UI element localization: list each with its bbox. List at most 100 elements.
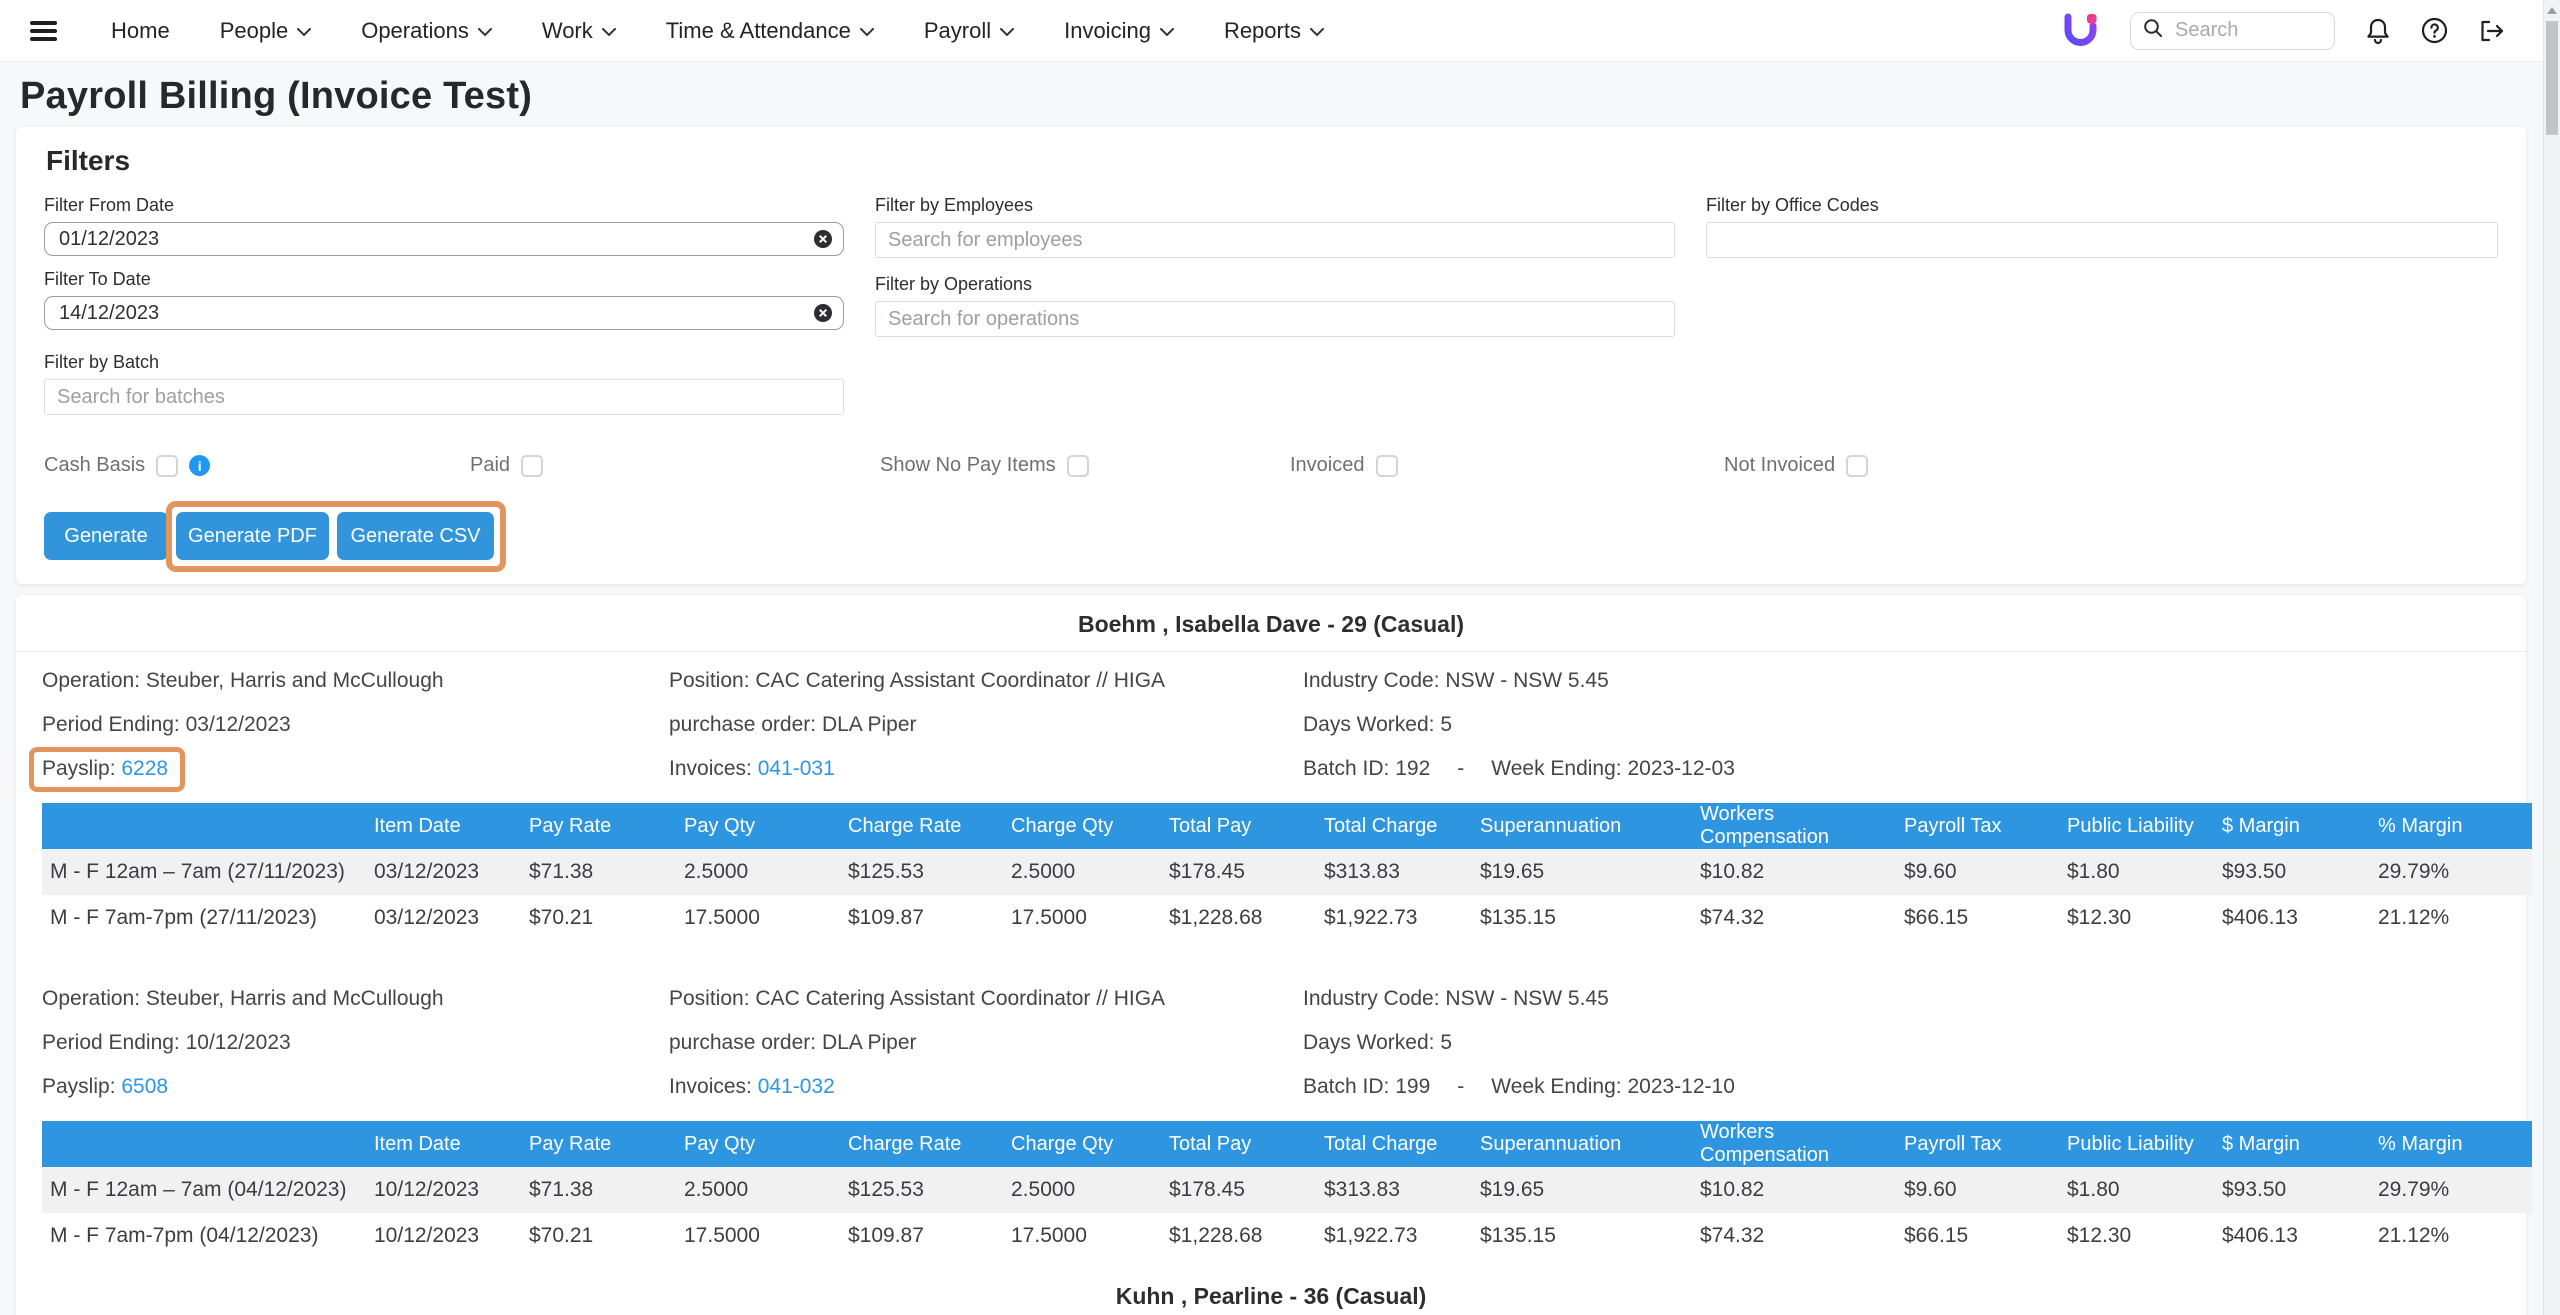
table-cell: $109.87 [848, 1224, 924, 1247]
table-cell: $135.15 [1480, 1224, 1556, 1247]
nav-label: People [219, 17, 289, 43]
hamburger-bar [30, 28, 57, 33]
nav-people[interactable]: People [220, 18, 312, 44]
detail-value: DLA Piper [821, 713, 917, 736]
office-codes-filter-label: Filter by Office Codes [1706, 195, 1879, 215]
column-header [42, 1121, 372, 1167]
invoice-link[interactable]: 041-031 [757, 757, 835, 780]
detail-value: NSW - NSW 5.45 [1445, 669, 1609, 692]
invoiced-option: Invoiced [1290, 454, 1398, 477]
nav-payroll[interactable]: Payroll [924, 18, 1015, 44]
help-icon[interactable] [2421, 17, 2448, 44]
logout-icon[interactable] [2478, 18, 2506, 44]
table-cell: $1,228.68 [1169, 1224, 1263, 1247]
industry-code-detail: Industry Code: NSW - NSW 5.45 [1303, 669, 2500, 693]
table-cell: 29.79% [2378, 860, 2450, 883]
table-cell: $70.21 [529, 1224, 594, 1247]
shift-name-cell: M - F 7am-7pm (04/12/2023) [50, 1224, 319, 1247]
column-header: Total Charge [1322, 803, 1478, 849]
generate-pdf-button[interactable]: Generate PDF [176, 512, 329, 560]
table-header-row: Item Date Pay Rate Pay Qty Charge Rate C… [42, 1121, 2532, 1167]
nav-home[interactable]: Home [111, 18, 170, 44]
notifications-bell-icon[interactable] [2365, 17, 2391, 45]
table-cell: $178.45 [1169, 1178, 1245, 1201]
detail-label: Position: [669, 987, 750, 1010]
column-header: Total Pay [1167, 1121, 1322, 1167]
office-codes-filter-input[interactable] [1706, 222, 2498, 258]
payslip-detail: Payslip: 6508 [42, 1075, 669, 1099]
column-header: Pay Qty [682, 803, 846, 849]
cash-basis-checkbox[interactable] [156, 454, 179, 477]
pay-period-details: Operation: Steuber, Harris and McCulloug… [29, 669, 2500, 792]
show-no-pay-items-checkbox[interactable] [1066, 454, 1089, 477]
table-cell: 21.12% [2378, 906, 2450, 929]
operations-filter-input[interactable] [875, 301, 1675, 337]
payslip-link[interactable]: 6508 [121, 1075, 169, 1098]
table-cell: $66.15 [1904, 906, 1969, 929]
to-date-input[interactable] [44, 296, 844, 330]
clear-to-date-icon[interactable] [813, 303, 833, 323]
detail-value: 5 [1440, 713, 1453, 736]
batch-filter-input[interactable] [44, 379, 844, 415]
employees-filter-label: Filter by Employees [875, 195, 1034, 215]
paid-option: Paid [470, 454, 544, 477]
menu-icon[interactable] [30, 20, 57, 41]
table-cell: $9.60 [1904, 860, 1957, 883]
table-cell: 10/12/2023 [374, 1224, 480, 1247]
search-icon [2143, 18, 2163, 43]
nav-reports[interactable]: Reports [1224, 18, 1324, 44]
table-cell: $135.15 [1480, 906, 1556, 929]
detail-value: 5 [1440, 1031, 1453, 1054]
table-cell: $109.87 [848, 906, 924, 929]
invoice-link[interactable]: 041-032 [757, 1075, 835, 1098]
payslip-link[interactable]: 6228 [121, 757, 169, 780]
column-header: % Margin [2376, 803, 2532, 849]
detail-value: Steuber, Harris and McCullough [145, 669, 444, 692]
scrollbar-thumb[interactable] [2546, 21, 2558, 135]
column-header: Total Charge [1322, 1121, 1478, 1167]
column-header: $ Margin [2220, 803, 2376, 849]
separator: - [1457, 1075, 1465, 1098]
table-cell: $1.80 [2067, 860, 2120, 883]
detail-label: Invoices: [669, 757, 752, 780]
days-worked-detail: Days Worked: 5 [1303, 713, 2500, 737]
scroll-up-arrow[interactable] [2547, 7, 2557, 14]
clear-from-date-icon[interactable] [813, 229, 833, 249]
nav-time-attendance[interactable]: Time & Attendance [666, 18, 874, 44]
employees-filter-input[interactable] [875, 222, 1675, 258]
global-search-input[interactable] [2173, 18, 2303, 43]
employee-name: Boehm , Isabella Dave - 29 (Casual) [1077, 611, 1465, 637]
filters-column-1: Filter From Date Filter To Date [44, 195, 844, 428]
table-cell: $12.30 [2067, 1224, 2132, 1247]
generate-csv-button[interactable]: Generate CSV [337, 512, 494, 560]
position-detail: Position: CAC Catering Assistant Coordin… [669, 669, 1303, 693]
brand-logo[interactable] [2060, 10, 2100, 52]
nav-invoicing[interactable]: Invoicing [1064, 18, 1174, 44]
column-header: Public Liability [2065, 1121, 2220, 1167]
column-header: Public Liability [2065, 803, 2220, 849]
nav-work[interactable]: Work [542, 18, 616, 44]
paid-checkbox[interactable] [521, 454, 544, 477]
nav-label: Operations [361, 17, 469, 43]
column-header: Item Date [372, 1121, 527, 1167]
invoiced-checkbox[interactable] [1375, 454, 1398, 477]
column-header: Payroll Tax [1902, 1121, 2065, 1167]
pay-period-details: Operation: Steuber, Harris and McCulloug… [42, 987, 2500, 1099]
column-header: Workers Compensation [1698, 1121, 1902, 1167]
batch-detail: Batch ID: 192 - Week Ending: 2023-12-03 [1303, 757, 2500, 781]
table-cell: 03/12/2023 [374, 906, 480, 929]
purchase-order-detail: purchase order: DLA Piper [669, 713, 1303, 737]
from-date-input[interactable] [44, 222, 844, 256]
table-cell: 17.5000 [684, 906, 760, 929]
nav-label: Time & Attendance [665, 17, 851, 43]
batch-detail: Batch ID: 199 - Week Ending: 2023-12-10 [1303, 1075, 2500, 1099]
detail-label: Batch ID: [1303, 1075, 1390, 1098]
chevron-down-icon [477, 25, 492, 37]
generate-button[interactable]: Generate [44, 512, 168, 560]
nav-operations[interactable]: Operations [361, 18, 492, 44]
detail-value: 192 [1395, 757, 1431, 780]
pay-items-table: Item Date Pay Rate Pay Qty Charge Rate C… [42, 1121, 2532, 1259]
invoiced-label: Invoiced [1290, 454, 1365, 476]
info-icon[interactable] [189, 455, 211, 476]
not-invoiced-checkbox[interactable] [1846, 454, 1869, 477]
